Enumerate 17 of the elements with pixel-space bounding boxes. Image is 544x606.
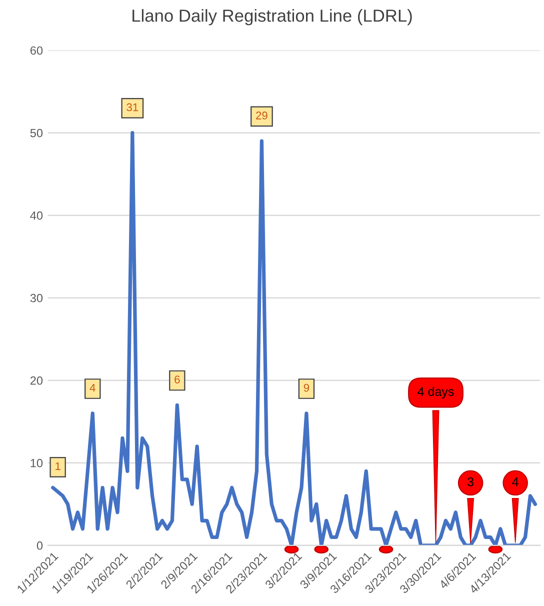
y-tick-label: 20 (30, 376, 43, 385)
annotation: 3 (468, 477, 474, 486)
annotation: 31 (126, 103, 138, 112)
y-tick-label: 60 (30, 46, 43, 55)
annotation: 9 (304, 384, 310, 392)
annotation: 6 (174, 376, 180, 384)
y-tick-label: 40 (30, 211, 43, 220)
y-tick-label: 30 (30, 294, 43, 302)
chart-title: Llano Daily Registration Line (LDRL) (132, 9, 412, 26)
annotation: 1 (56, 462, 60, 470)
annotation: 4 (90, 384, 96, 392)
annotation: 4 days (418, 386, 454, 398)
y-tick-label: 0 (36, 541, 43, 550)
annotation: 29 (256, 112, 268, 120)
y-tick-label: 50 (30, 128, 43, 138)
annotation: 4 (512, 478, 518, 486)
y-tick-label: 10 (30, 458, 43, 468)
